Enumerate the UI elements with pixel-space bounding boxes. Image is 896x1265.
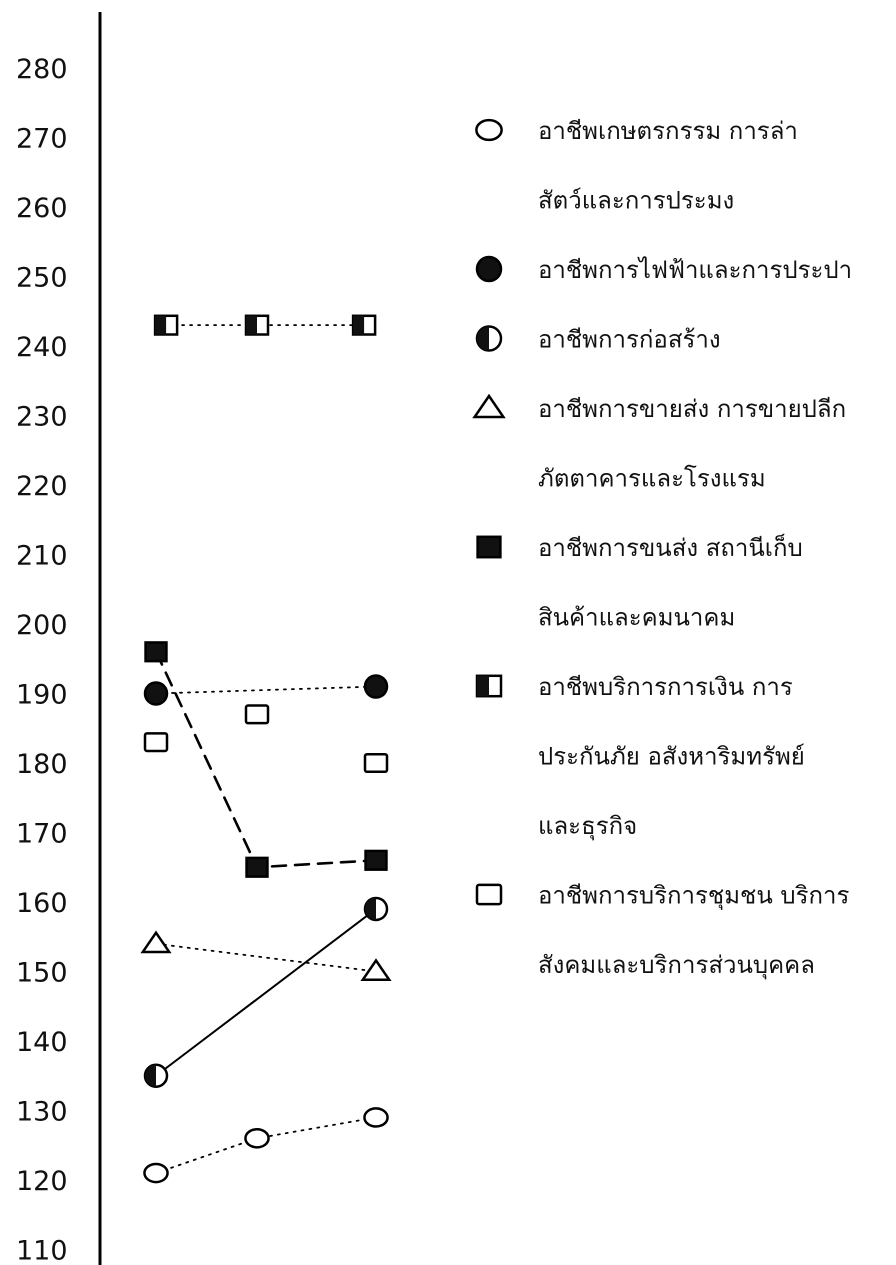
y-tick-label: 220 xyxy=(16,471,68,502)
marker-shape xyxy=(244,704,270,725)
legend-marker-utilities xyxy=(475,255,503,283)
marker-half xyxy=(477,326,489,351)
legend-label-services: สังคมและบริการส่วนบุคคล xyxy=(538,951,815,980)
marker-shape xyxy=(363,752,389,774)
data-point-utilities xyxy=(143,681,169,706)
data-point-services xyxy=(244,704,270,725)
marker-shape xyxy=(143,732,169,753)
marker-shape xyxy=(475,255,503,283)
marker-shape xyxy=(475,883,503,906)
marker-shape xyxy=(472,393,506,419)
legend-label-agriculture: อาชีพเกษตรกรรม การล่า xyxy=(538,117,798,145)
legend-label-transport: สินค้าและคมนาคม xyxy=(538,604,735,632)
legend-label-utilities: อาชีพการไฟฟ้าและการประปา xyxy=(538,256,852,284)
y-tick-label: 170 xyxy=(16,819,68,850)
y-tick-label: 240 xyxy=(16,332,68,363)
data-point-finance xyxy=(351,314,377,336)
data-point-utilities xyxy=(363,674,389,699)
marker-half xyxy=(145,1064,156,1087)
marker-shape xyxy=(245,856,269,878)
marker-shape xyxy=(144,641,168,663)
marker-half xyxy=(353,315,365,335)
data-point-transport xyxy=(144,641,168,663)
y-tick-label: 230 xyxy=(16,402,68,433)
legend-marker-finance xyxy=(475,674,503,698)
legend-marker-agriculture xyxy=(475,118,503,142)
legend-label-trade: ภัตตาคารและโรงแรม xyxy=(538,465,766,493)
y-tick-label: 120 xyxy=(16,1166,68,1197)
marker-shape xyxy=(360,958,392,981)
legend: อาชีพเกษตรกรรม การล่าสัตว์และการประมงอาช… xyxy=(472,117,852,980)
series-lines xyxy=(154,324,378,1174)
marker-shape xyxy=(475,118,503,142)
legend-marker-construction xyxy=(475,325,503,352)
y-tick-label: 200 xyxy=(16,610,68,641)
legend-label-services: อาชีพการบริการชุมชน บริการ xyxy=(538,882,849,911)
legend-label-finance: และธุรกิจ xyxy=(538,812,637,841)
marker-shape xyxy=(143,1162,169,1184)
y-tick-label: 210 xyxy=(16,541,68,572)
data-point-finance xyxy=(153,314,179,336)
legend-label-finance: ประกันภัย อสังหาริมทรัพย์ xyxy=(538,743,805,771)
data-point-transport xyxy=(245,856,269,878)
y-tick-label: 180 xyxy=(16,749,68,780)
data-point-construction xyxy=(363,896,389,922)
marker-shape xyxy=(363,674,389,699)
y-tick-label: 270 xyxy=(16,124,68,155)
data-point-construction xyxy=(143,1063,169,1088)
legend-label-agriculture: สัตว์และการประมง xyxy=(538,187,734,215)
series-line-trade xyxy=(155,942,377,973)
data-points xyxy=(140,314,392,1184)
legend-marker-services xyxy=(475,883,503,906)
marker-half xyxy=(155,315,167,335)
legend-label-finance: อาชีพบริการการเงิน การ xyxy=(538,673,793,701)
data-point-agriculture xyxy=(363,1107,389,1128)
marker-shape xyxy=(244,1128,270,1149)
marker-shape xyxy=(143,681,169,706)
data-point-agriculture xyxy=(143,1162,169,1184)
y-tick-label: 260 xyxy=(16,193,68,224)
data-point-services xyxy=(363,752,389,774)
y-tick-label: 250 xyxy=(16,263,68,294)
legend-label-transport: อาชีพการขนส่ง สถานีเก็บ xyxy=(538,533,803,562)
legend-label-construction: อาชีพการก่อสร้าง xyxy=(538,326,721,354)
series-line-utilities xyxy=(155,685,377,695)
data-point-trade xyxy=(360,958,392,981)
marker-shape xyxy=(476,535,502,559)
legend-label-trade: อาชีพการขายส่ง การขายปลีก xyxy=(538,395,846,423)
marker-half xyxy=(477,675,489,697)
y-tick-label: 190 xyxy=(16,680,68,711)
legend-marker-transport xyxy=(476,535,502,559)
data-point-services xyxy=(143,732,169,753)
data-point-trade xyxy=(140,930,172,954)
y-tick-label: 160 xyxy=(16,888,68,919)
series-line-transport xyxy=(154,650,378,869)
y-tick-label: 150 xyxy=(16,958,68,989)
y-tick-label: 140 xyxy=(16,1027,68,1058)
y-axis: 280 270 260 250 240 230 220 210 200 190 180 170 160 1… xyxy=(16,12,102,1265)
marker-shape xyxy=(363,1107,389,1128)
marker-shape xyxy=(140,930,172,954)
marker-half xyxy=(246,315,257,335)
series-line-construction xyxy=(155,907,377,1077)
marker-half xyxy=(365,897,376,920)
marker-shape xyxy=(364,849,388,871)
legend-marker-trade xyxy=(472,393,506,419)
y-tick-label: 280 xyxy=(16,54,68,85)
data-point-transport xyxy=(364,849,388,871)
data-point-agriculture xyxy=(244,1128,270,1149)
y-tick-label: 130 xyxy=(16,1097,68,1128)
y-tick-label: 110 xyxy=(16,1236,68,1265)
data-point-finance xyxy=(244,314,270,336)
